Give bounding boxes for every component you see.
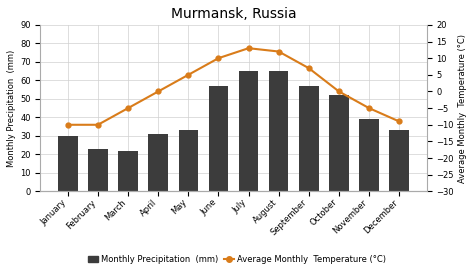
Bar [209,86,228,191]
Y-axis label: Average Monthly  Temperature (°C): Average Monthly Temperature (°C) [458,34,467,183]
Bar [359,119,379,191]
Bar [58,136,78,191]
Bar [269,71,289,191]
Bar [148,134,168,191]
Bar [239,71,258,191]
Y-axis label: Monthly Precipitation  (mm): Monthly Precipitation (mm) [7,50,16,167]
Bar [179,130,198,191]
Title: Murmansk, Russia: Murmansk, Russia [171,7,296,21]
Bar [390,130,409,191]
Bar [118,151,138,191]
Bar [329,95,349,191]
Bar [88,149,108,191]
Bar [299,86,319,191]
Legend: Monthly Precipitation  (mm), Average Monthly  Temperature (°C): Monthly Precipitation (mm), Average Mont… [85,251,389,267]
